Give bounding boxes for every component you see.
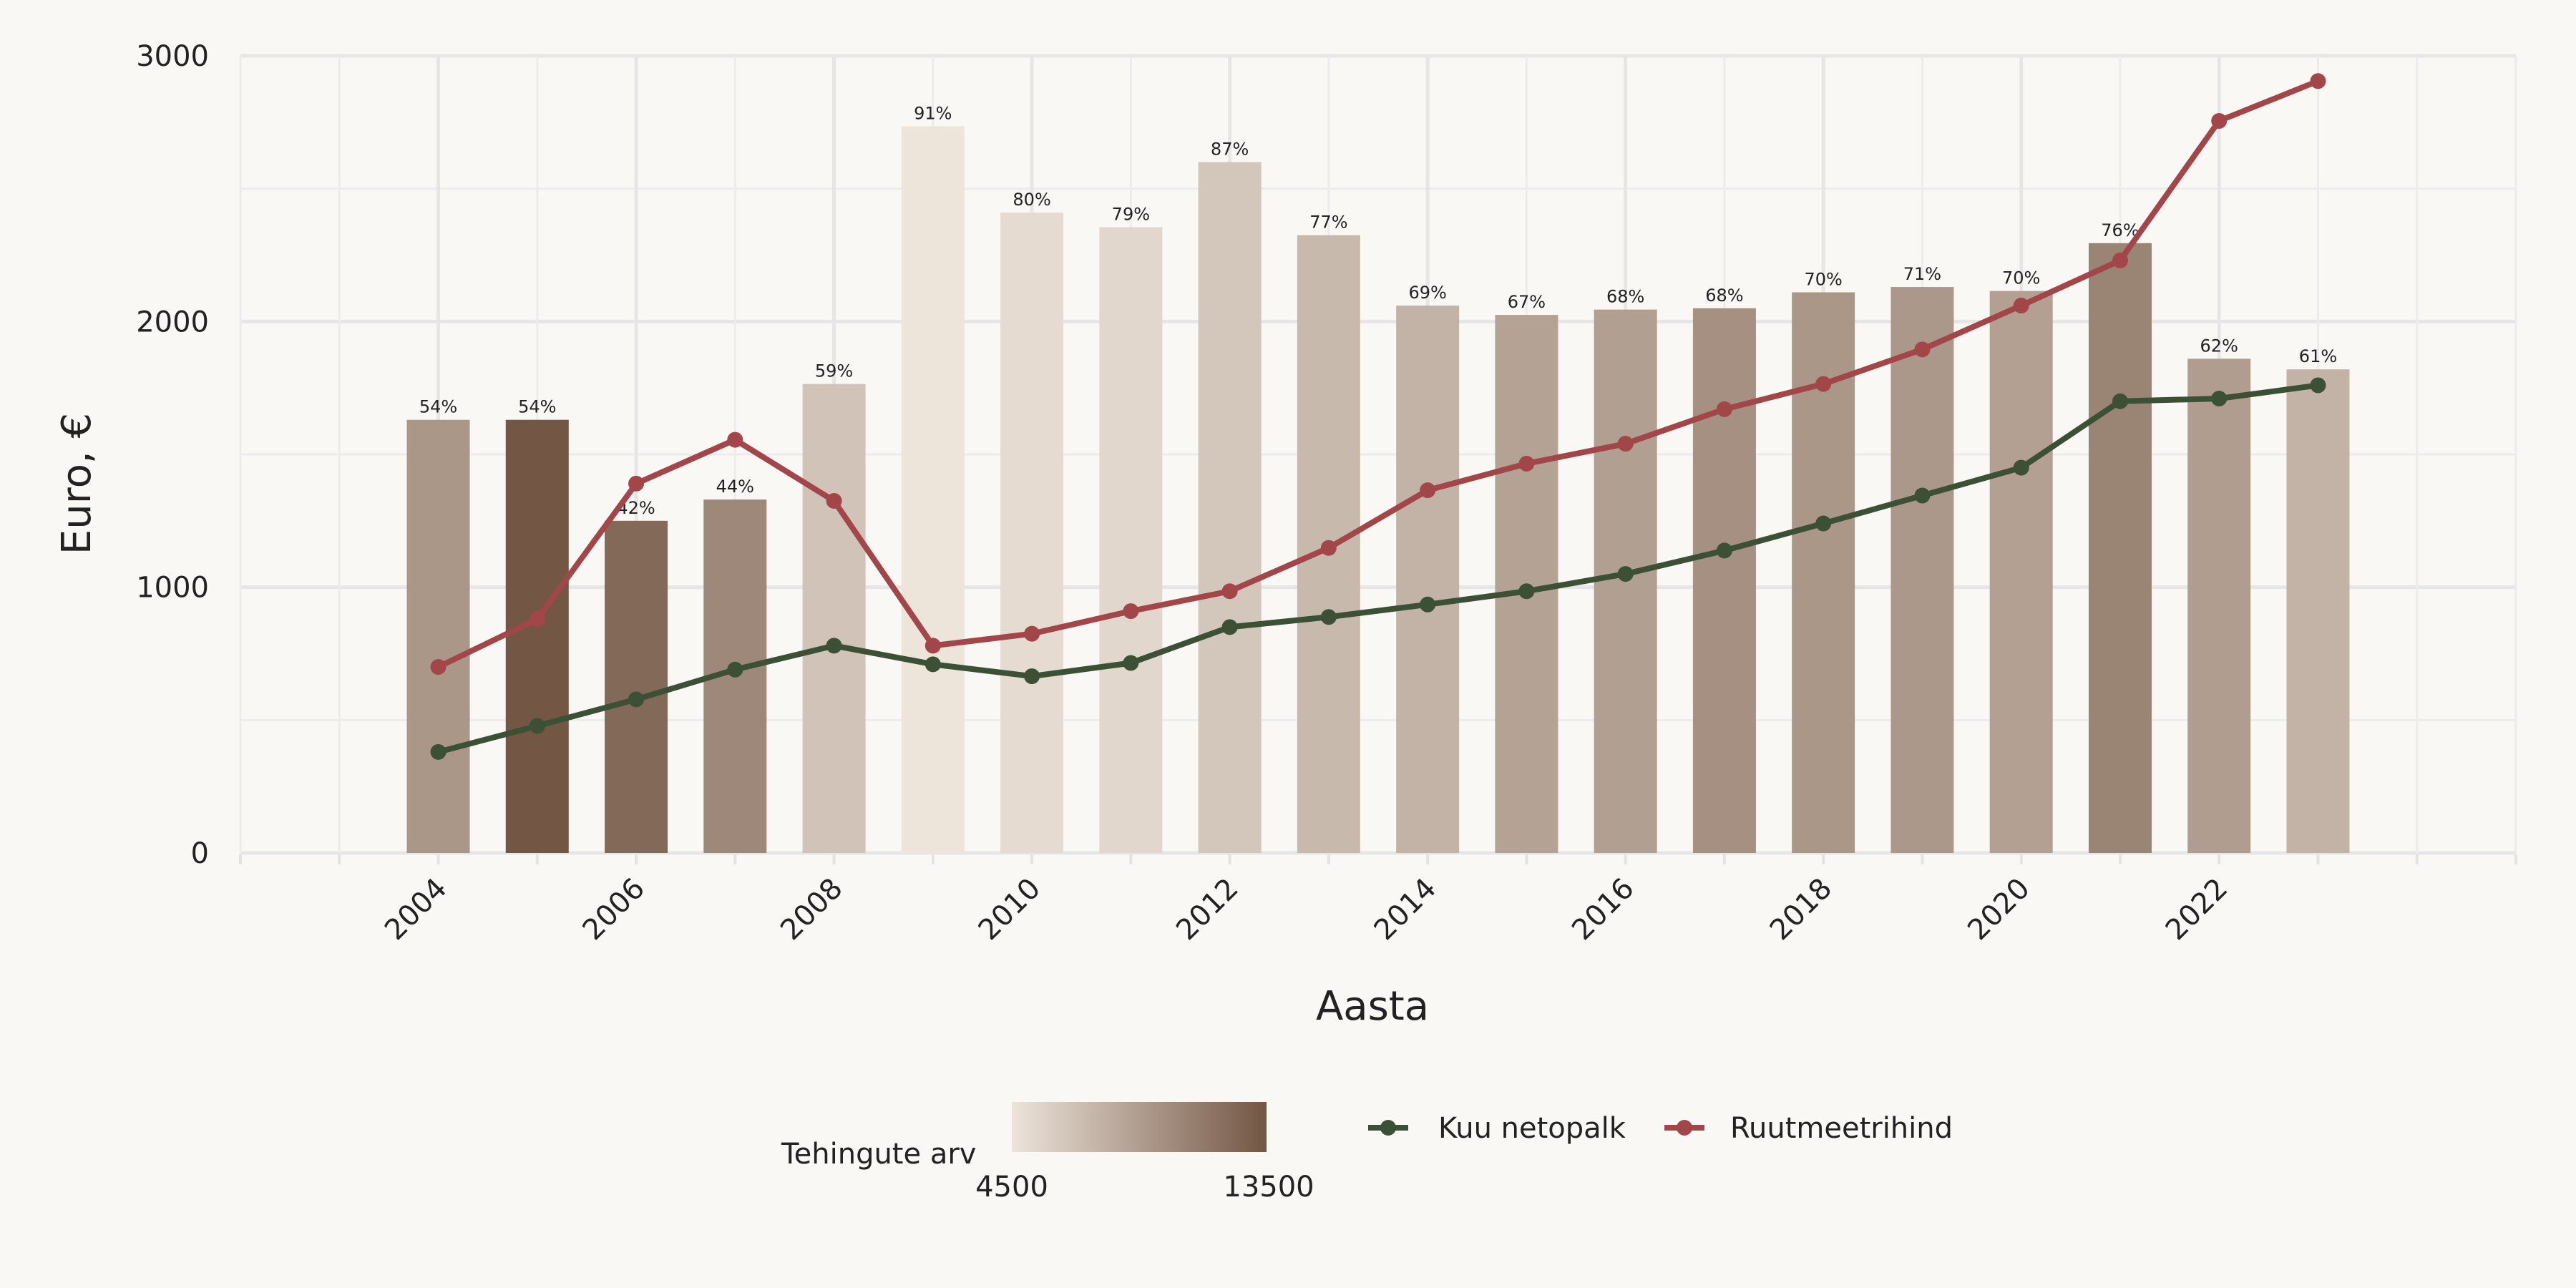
point-ruutmeetrihind-2006 — [628, 475, 645, 492]
bar-2023 — [2286, 369, 2350, 853]
y-tick-label: 1000 — [136, 572, 209, 605]
colorbar-gradient — [1012, 1102, 1267, 1152]
bar-2020 — [1989, 291, 2053, 853]
bar-2012 — [1198, 162, 1262, 854]
point-kuu-netopalk-2010 — [1024, 668, 1040, 685]
y-tick-label: 0 — [191, 837, 209, 870]
point-ruutmeetrihind-2022 — [2211, 112, 2228, 129]
point-kuu-netopalk-2020 — [2013, 459, 2029, 476]
bar-label-2016: 68% — [1606, 287, 1644, 307]
point-ruutmeetrihind-2012 — [1221, 583, 1238, 600]
point-kuu-netopalk-2007 — [727, 661, 743, 678]
point-ruutmeetrihind-2011 — [1123, 603, 1139, 620]
point-kuu-netopalk-2016 — [1617, 566, 1634, 582]
legend-label-ruutmeetrihind: Ruutmeetrihind — [1730, 1112, 1953, 1145]
bar-label-2010: 80% — [1013, 190, 1050, 210]
y-axis-title: Euro, € — [54, 413, 100, 555]
line-kuu-netopalk — [435, 382, 2321, 755]
bars-group — [406, 126, 2350, 854]
point-ruutmeetrihind-2013 — [1320, 540, 1337, 556]
point-ruutmeetrihind-2007 — [727, 431, 743, 448]
point-ruutmeetrihind-2020 — [2013, 298, 2029, 314]
bar-2004 — [406, 419, 470, 853]
point-kuu-netopalk-2009 — [924, 656, 941, 673]
point-kuu-netopalk-2011 — [1123, 655, 1139, 671]
point-ruutmeetrihind-2009 — [924, 638, 941, 654]
point-ruutmeetrihind-2010 — [1024, 625, 1040, 642]
point-kuu-netopalk-2023 — [2310, 377, 2326, 394]
point-kuu-netopalk-2012 — [1221, 619, 1238, 635]
bar-label-2014: 69% — [1408, 283, 1446, 303]
bar-2019 — [1890, 287, 1954, 853]
point-kuu-netopalk-2022 — [2211, 391, 2228, 407]
lines-group — [430, 73, 2326, 760]
bar-label-2020: 70% — [2002, 268, 2040, 288]
bar-labels-group: 54% 54%42%44%59%91%80%79%87%77%69% 67% 68% 6… — [419, 103, 2337, 517]
point-ruutmeetrihind-2004 — [430, 659, 447, 675]
bar-label-2021: 76% — [2101, 220, 2139, 240]
y-axis-ticks: 0 1000 2000 3000 — [136, 40, 209, 870]
point-kuu-netopalk-2015 — [1518, 583, 1535, 600]
y-tick-label: 3000 — [136, 40, 209, 73]
bar-label-2023: 61% — [2299, 346, 2337, 366]
bar-2011 — [1099, 227, 1163, 853]
point-ruutmeetrihind-2019 — [1914, 341, 1931, 358]
legend: Tehingute arv 4500 13500 Kuu netopalk Ru… — [781, 1102, 1953, 1204]
bar-label-2012: 87% — [1211, 140, 1249, 160]
bar-2010 — [1000, 213, 1064, 853]
line-ruutmeetrihind — [435, 78, 2321, 670]
point-kuu-netopalk-2006 — [628, 691, 645, 708]
point-ruutmeetrihind-2008 — [826, 492, 842, 509]
point-ruutmeetrihind-2014 — [1420, 482, 1436, 499]
legend-label-kuu-netopalk: Kuu netopalk — [1438, 1112, 1626, 1145]
bar-label-2011: 79% — [1112, 205, 1150, 225]
point-kuu-netopalk-2008 — [826, 638, 842, 654]
legend-marker-ruutmeetrihind — [1677, 1120, 1692, 1136]
bar-label-2004: 54% — [419, 397, 457, 417]
x-axis-title: Aasta — [1316, 983, 1429, 1030]
y-tick-label: 2000 — [136, 306, 209, 338]
point-kuu-netopalk-2014 — [1420, 596, 1436, 613]
point-ruutmeetrihind-2005 — [529, 611, 545, 628]
colorbar-min-label: 4500 — [975, 1171, 1048, 1204]
point-ruutmeetrihind-2018 — [1815, 376, 1832, 392]
bar-2017 — [1692, 308, 1756, 853]
bar-label-2009: 91% — [914, 103, 952, 123]
bar-2021 — [2088, 243, 2152, 853]
bar-label-2008: 59% — [815, 361, 853, 381]
point-kuu-netopalk-2019 — [1914, 487, 1931, 504]
bar-2008 — [802, 384, 866, 853]
bar-label-2017: 68% — [1705, 286, 1743, 306]
point-ruutmeetrihind-2021 — [2112, 252, 2128, 268]
colorbar-title: Tehingute arv — [781, 1138, 976, 1171]
legend-marker-kuu-netopalk — [1380, 1120, 1396, 1136]
bar-label-2007: 44% — [716, 477, 754, 497]
point-ruutmeetrihind-2016 — [1617, 436, 1634, 452]
point-ruutmeetrihind-2015 — [1518, 455, 1535, 472]
point-ruutmeetrihind-2023 — [2310, 73, 2326, 89]
point-ruutmeetrihind-2017 — [1716, 401, 1732, 417]
bar-label-2013: 77% — [1309, 213, 1347, 233]
bar-2022 — [2187, 358, 2251, 853]
bar-label-2015: 67% — [1508, 292, 1546, 312]
point-kuu-netopalk-2021 — [2112, 393, 2128, 409]
point-kuu-netopalk-2018 — [1815, 515, 1832, 532]
bar-label-2022: 62% — [2200, 336, 2238, 356]
point-kuu-netopalk-2013 — [1320, 609, 1337, 625]
bar-2006 — [605, 520, 668, 853]
bar-label-2005: 54% — [518, 397, 556, 417]
point-kuu-netopalk-2004 — [430, 743, 447, 760]
colorbar-max-label: 13500 — [1223, 1171, 1314, 1204]
bar-2014 — [1396, 306, 1460, 853]
bar-label-2018: 70% — [1805, 269, 1843, 289]
bar-2009 — [901, 126, 965, 854]
bar-2005 — [505, 419, 569, 853]
point-kuu-netopalk-2017 — [1716, 542, 1732, 559]
bar-label-2019: 71% — [1903, 264, 1941, 284]
point-kuu-netopalk-2005 — [529, 718, 545, 734]
